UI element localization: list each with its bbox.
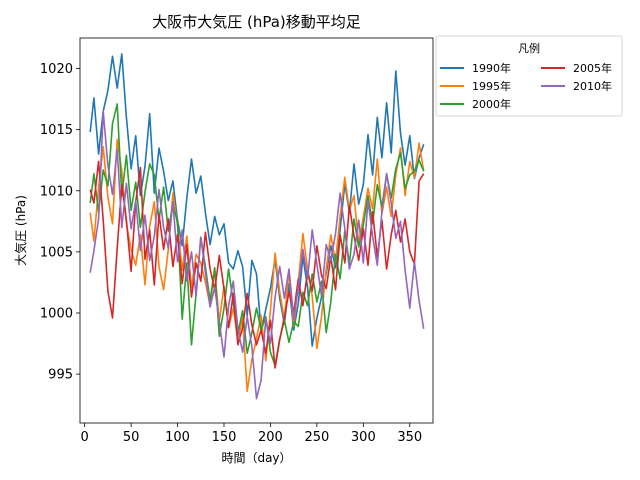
legend-title: 凡例 — [518, 41, 540, 55]
y-axis-label: 大気圧 (hPa) — [13, 195, 28, 266]
legend-label-3: 2005年 — [573, 61, 612, 75]
series-line-0 — [89, 53, 425, 347]
series-line-4 — [89, 110, 425, 400]
legend-label-1: 1995年 — [472, 79, 511, 93]
x-tick-label: 50 — [123, 430, 140, 445]
x-tick-label: 100 — [165, 430, 190, 445]
x-tick-label: 200 — [258, 430, 283, 445]
plot-frame — [79, 37, 434, 424]
legend-label-2: 2000年 — [472, 97, 511, 111]
x-axis: 0 50 100 150 200 250 300 350 — [81, 423, 422, 445]
x-tick-label: 250 — [304, 430, 329, 445]
y-tick-label: 1010 — [40, 184, 73, 199]
series-line-1 — [89, 138, 425, 393]
x-axis-label: 時間（day） — [221, 451, 291, 465]
legend: 凡例 1990年 1995年 2000年 2005年 2010年 — [435, 35, 623, 117]
y-tick-label: 1020 — [40, 62, 73, 77]
y-tick-label: 1000 — [40, 307, 73, 322]
series-line-3 — [89, 160, 425, 369]
x-tick-label: 0 — [81, 430, 89, 445]
y-tick-label: 1015 — [40, 123, 73, 138]
x-tick-label: 300 — [351, 430, 376, 445]
series-layer — [89, 53, 425, 400]
legend-label-0: 1990年 — [472, 61, 511, 75]
legend-label-4: 2010年 — [573, 79, 612, 93]
x-tick-label: 150 — [212, 430, 237, 445]
y-axis: 995 1000 1005 1010 1015 1020 — [40, 62, 80, 383]
y-tick-label: 995 — [48, 368, 73, 383]
series-line-2 — [89, 103, 425, 367]
x-tick-label: 350 — [397, 430, 422, 445]
y-tick-label: 1005 — [40, 245, 73, 260]
chart-title: 大阪市大気圧 (hPa)移動平均足 — [152, 13, 361, 31]
legend-frame — [435, 35, 623, 117]
